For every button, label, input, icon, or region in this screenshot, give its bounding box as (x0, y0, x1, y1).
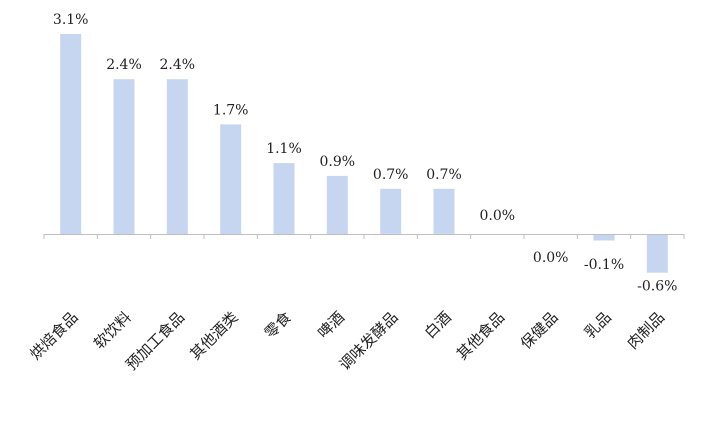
category-label-7: 调味发酵品 (336, 308, 402, 374)
data-label-9: 0.0% (480, 208, 516, 224)
category-label-9: 其他食品 (453, 308, 508, 363)
category-label-11: 乳品 (581, 308, 615, 342)
data-label-3: 2.4% (160, 57, 196, 73)
bar-8 (433, 188, 455, 234)
data-label-5: 1.1% (266, 141, 302, 157)
data-label-6: 0.9% (320, 154, 356, 170)
data-label-8: 0.7% (426, 167, 462, 183)
category-label-10: 保健品 (517, 308, 562, 353)
bar-1 (60, 34, 82, 234)
category-label-6: 啤酒 (314, 308, 348, 342)
category-label-8: 白酒 (421, 308, 455, 342)
data-label-12: -0.6% (637, 279, 677, 295)
category-label-2: 软饮料 (90, 308, 135, 353)
bar-12 (646, 234, 668, 273)
bar-4 (220, 124, 242, 234)
category-label-1: 烘焙食品 (26, 308, 81, 363)
axis-ticks-group (43, 234, 685, 239)
data-label-4: 1.7% (213, 102, 249, 118)
bar-6 (326, 175, 348, 234)
category-label-12: 肉制品 (624, 308, 669, 353)
category-label-4: 其他酒类 (186, 308, 241, 363)
bar-3 (166, 79, 188, 234)
bar-7 (380, 188, 402, 234)
data-labels-group: 3.1% 2.4% 2.4% 1.7% 1.1% 0.9% 0.7% 0.7% 0.0% 0.0%… (53, 12, 678, 295)
data-label-10: 0.0% (533, 250, 569, 266)
data-label-11: -0.1% (584, 257, 624, 273)
bars-group (60, 34, 668, 273)
data-label-2: 2.4% (106, 57, 142, 73)
bar-11 (593, 234, 615, 241)
category-label-5: 零食 (261, 308, 295, 342)
category-label-3: 预加工食品 (122, 308, 188, 374)
data-label-7: 0.7% (373, 167, 409, 183)
bar-5 (273, 163, 295, 235)
bar-2 (113, 79, 135, 234)
data-label-1: 3.1% (53, 12, 89, 28)
